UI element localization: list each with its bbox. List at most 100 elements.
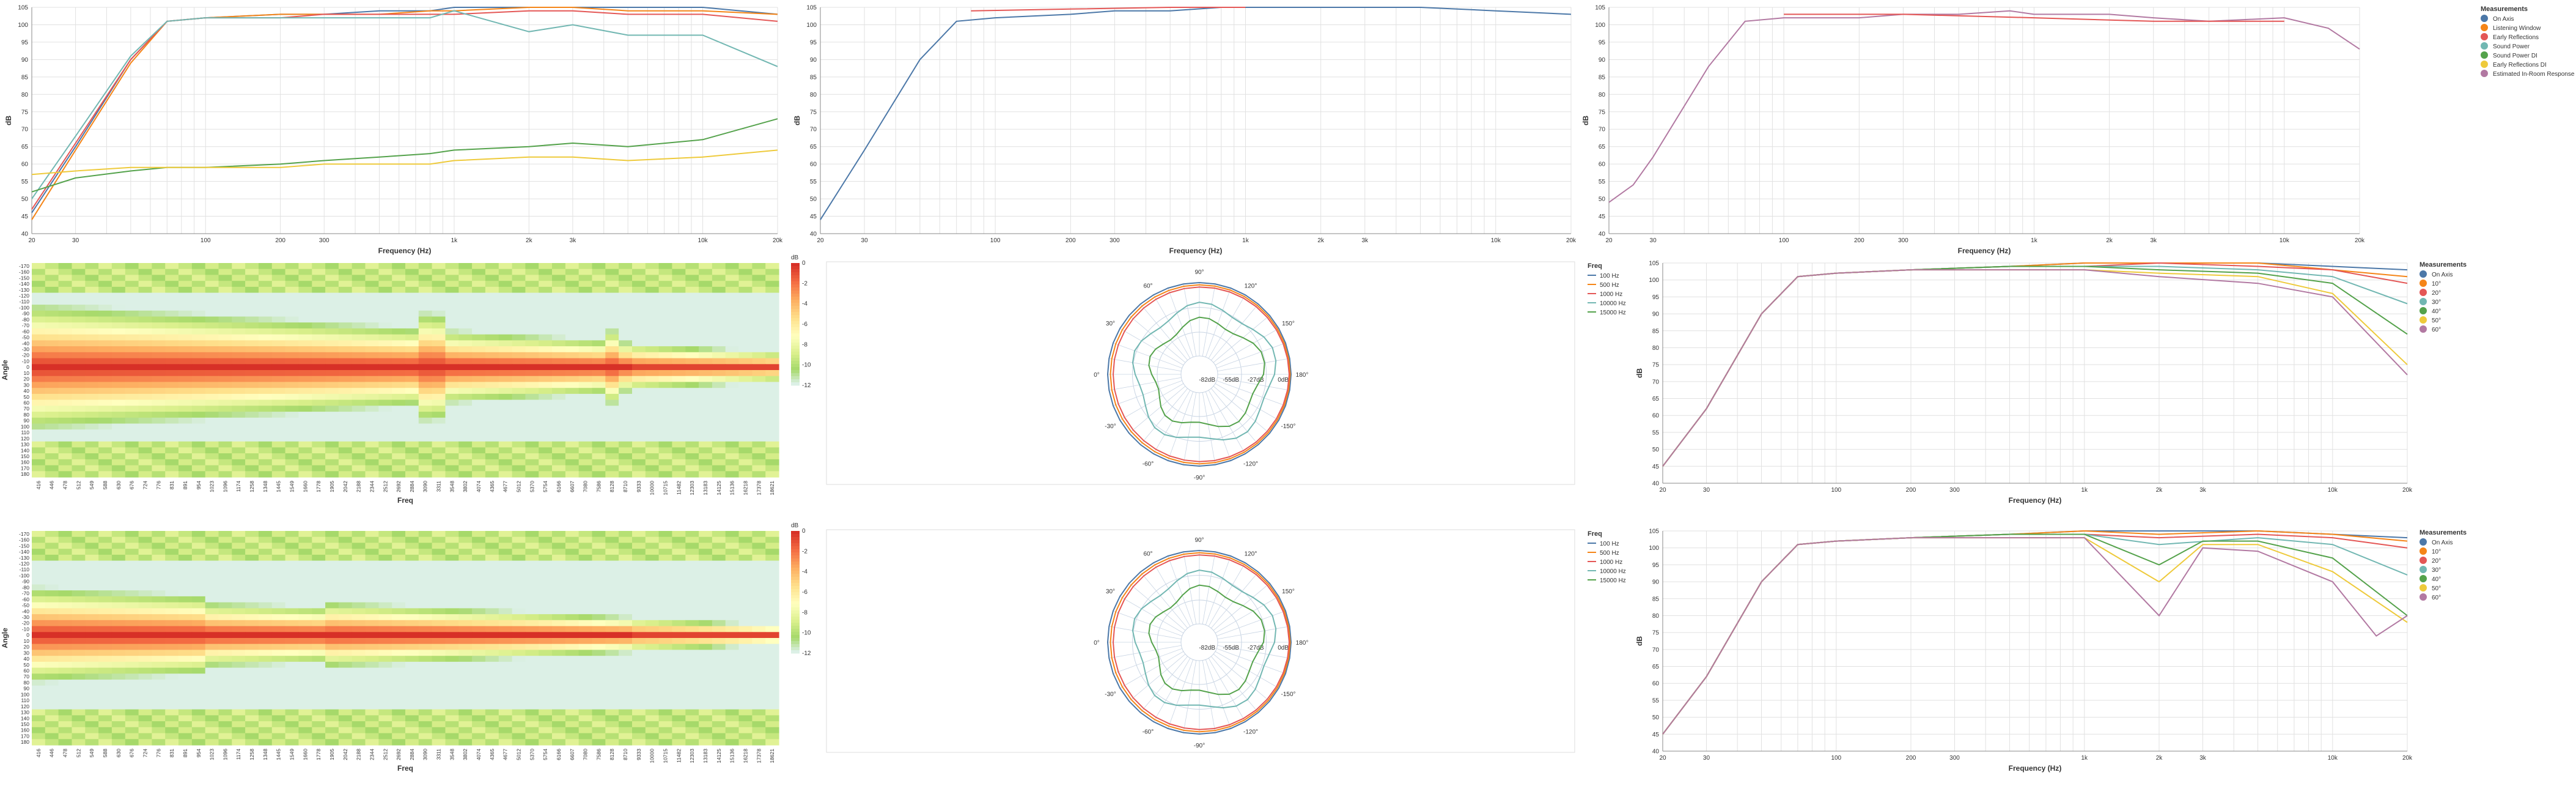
heat-cell xyxy=(259,620,273,627)
heat-cell xyxy=(111,364,126,371)
heat-cell xyxy=(245,549,259,555)
heat-cell xyxy=(351,429,366,436)
heat-cell xyxy=(285,334,299,341)
heat-cell xyxy=(232,709,246,716)
heat-cell xyxy=(285,435,299,442)
heat-cell xyxy=(138,406,152,412)
heat-cell xyxy=(312,453,326,460)
heat-cell xyxy=(205,263,219,270)
heat-cell xyxy=(685,406,699,412)
legend-swatch xyxy=(2420,270,2427,278)
heat-cell xyxy=(191,263,206,270)
y-tick-label: -130 xyxy=(19,287,29,293)
heat-cell xyxy=(738,614,753,621)
heat-cell xyxy=(378,626,392,632)
heat-cell xyxy=(285,703,299,710)
scale-cell xyxy=(791,367,800,371)
heat-cell xyxy=(645,376,660,382)
heat-cell xyxy=(578,697,593,704)
heat-cell xyxy=(765,388,779,395)
heat-cell xyxy=(285,560,299,567)
heat-cell xyxy=(378,721,392,728)
heat-cell xyxy=(605,691,619,698)
heat-cell xyxy=(658,286,672,294)
heat-cell xyxy=(152,328,166,335)
heat-cell xyxy=(765,650,779,656)
heat-cell xyxy=(45,733,59,740)
heat-cell xyxy=(485,423,499,430)
heat-cell xyxy=(405,643,419,650)
heat-cell xyxy=(165,667,179,674)
heat-cell xyxy=(392,560,406,567)
scale-cell xyxy=(791,565,800,568)
heat-cell xyxy=(445,322,459,329)
heat-cell xyxy=(365,358,379,365)
heat-cell xyxy=(578,620,593,627)
y-tick-label: 20 xyxy=(24,376,30,382)
heat-cell xyxy=(432,626,446,632)
heat-cell xyxy=(85,292,99,299)
y-tick-label: 80 xyxy=(810,92,817,98)
legend-label: 20° xyxy=(2432,290,2441,297)
heat-cell xyxy=(245,412,259,418)
heat-cell xyxy=(525,382,539,388)
heat-cell xyxy=(125,715,139,722)
heat-cell xyxy=(125,429,139,436)
heat-cell xyxy=(472,703,486,710)
heat-cell xyxy=(672,656,686,662)
heat-cell xyxy=(365,376,379,382)
heat-cell xyxy=(98,703,112,710)
heat-cell xyxy=(605,560,619,567)
heat-cell xyxy=(432,632,446,639)
heat-cell xyxy=(392,543,406,549)
heat-cell xyxy=(259,269,273,275)
y-tick-label: 40 xyxy=(810,231,817,238)
heat-cell xyxy=(578,596,593,603)
heat-cell xyxy=(392,584,406,591)
heat-cell xyxy=(245,703,259,710)
y-tick-label: 40 xyxy=(24,656,30,662)
heat-cell xyxy=(58,560,72,567)
radar-spoke xyxy=(1140,656,1188,713)
heat-cell xyxy=(191,269,206,275)
heat-cell xyxy=(685,703,699,710)
heat-cell xyxy=(445,549,459,555)
heat-cell xyxy=(165,566,179,573)
heat-cell xyxy=(111,346,126,353)
heat-cell xyxy=(111,322,126,329)
heat-cell xyxy=(271,340,286,347)
heat-cell xyxy=(485,435,499,442)
heat-cell xyxy=(312,298,326,305)
heat-cell xyxy=(712,399,726,406)
heat-cell xyxy=(472,632,486,639)
heat-cell xyxy=(125,412,139,418)
heat-cell xyxy=(178,298,193,305)
heat-cell xyxy=(165,358,179,365)
heat-cell xyxy=(152,435,166,442)
heat-cell xyxy=(218,358,232,365)
heat-cell xyxy=(98,346,112,353)
heat-cell xyxy=(365,388,379,395)
heat-cell xyxy=(218,554,232,562)
y-tick-label: 60 xyxy=(1652,413,1660,420)
heat-cell xyxy=(632,691,646,698)
heat-cell xyxy=(378,549,392,555)
heat-cell xyxy=(498,531,513,538)
heat-cell xyxy=(218,560,232,567)
heat-cell xyxy=(632,656,646,662)
heat-cell xyxy=(632,388,646,395)
heat-cell xyxy=(271,376,286,382)
heat-cell xyxy=(365,286,379,294)
heat-cell xyxy=(725,310,740,317)
heat-cell xyxy=(685,269,699,275)
heat-cell xyxy=(45,739,59,746)
heat-cell xyxy=(765,358,779,365)
heat-cell xyxy=(165,370,179,377)
heat-cell xyxy=(592,715,606,722)
heat-cell xyxy=(552,620,566,627)
heat-cell xyxy=(45,549,59,555)
heat-cell xyxy=(98,709,112,716)
heat-cell xyxy=(138,423,152,430)
heat-cell xyxy=(405,352,419,359)
heat-cell xyxy=(672,661,686,669)
